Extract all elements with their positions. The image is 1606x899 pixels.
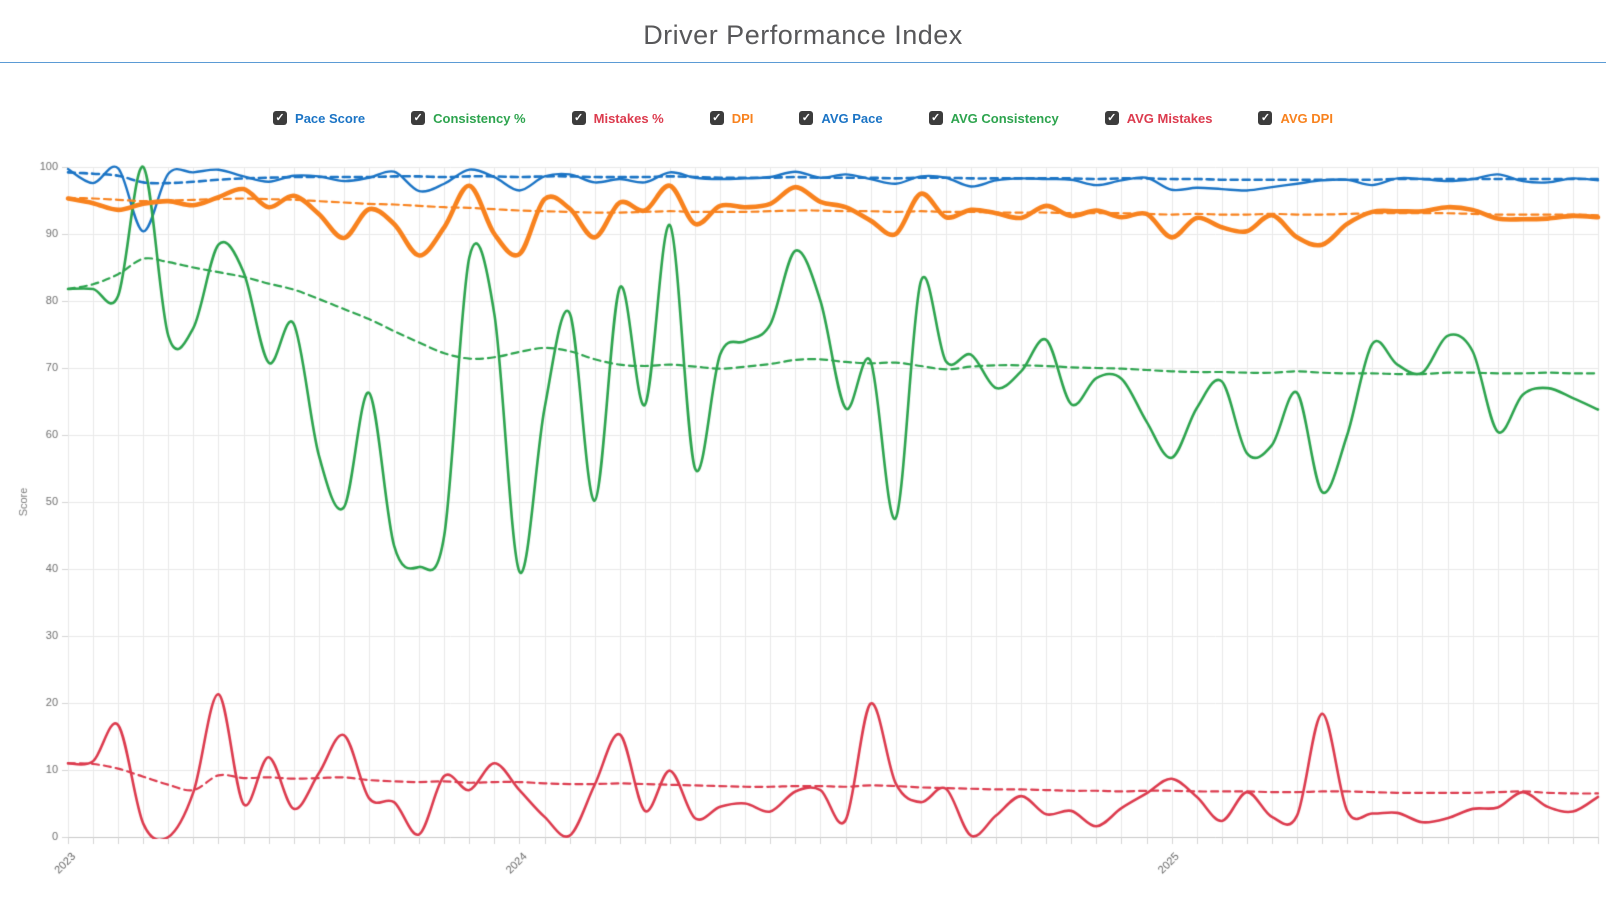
legend-item-consistency[interactable]: ✓ Consistency % [411,110,526,126]
legend-item-avg-dpi[interactable]: ✓ AVG DPI [1258,111,1333,126]
chart-canvas [0,129,1606,898]
legend-label-avg-mistakes: AVG Mistakes [1126,110,1213,126]
legend-item-avg-pace[interactable]: ✓ AVG Pace [799,110,883,126]
legend-checkbox-mistakes[interactable]: ✓ [571,111,586,125]
legend-label-mistakes: Mistakes % [593,110,664,126]
legend-checkbox-consistency[interactable]: ✓ [411,111,426,125]
legend-item-avg-consistency[interactable]: ✓ AVG Consistency [928,110,1059,126]
legend-label-avg-consistency: AVG Consistency [950,110,1059,126]
legend-item-mistakes[interactable]: ✓ Mistakes % [571,110,664,126]
legend-checkbox-avg-consistency[interactable]: ✓ [928,111,943,125]
legend-checkbox-pace-score[interactable]: ✓ [273,111,288,125]
legend-label-avg-dpi: AVG DPI [1280,110,1333,126]
page-title: Driver Performance Index [643,20,963,50]
legend-checkbox-avg-dpi[interactable]: ✓ [1258,111,1273,125]
legend-checkbox-avg-pace[interactable]: ✓ [799,111,814,125]
legend-item-avg-mistakes[interactable]: ✓ AVG Mistakes [1104,110,1213,126]
legend-label-pace-score: Pace Score [295,110,366,126]
legend-label-avg-pace: AVG Pace [821,110,883,126]
chart-legend: ✓ Pace Score ✓ Consistency % ✓ Mistakes % ✓ DPI… [0,107,1606,129]
legend-item-pace-score[interactable]: ✓ Pace Score [273,111,365,126]
legend-label-consistency: Consistency % [433,110,526,126]
legend-checkbox-dpi[interactable]: ✓ [709,111,724,125]
legend-checkbox-avg-mistakes[interactable]: ✓ [1104,111,1119,125]
page-header: Driver Performance Index [0,0,1606,63]
legend-label-dpi: DPI [731,110,754,126]
legend-item-dpi[interactable]: ✓ DPI [709,110,754,126]
